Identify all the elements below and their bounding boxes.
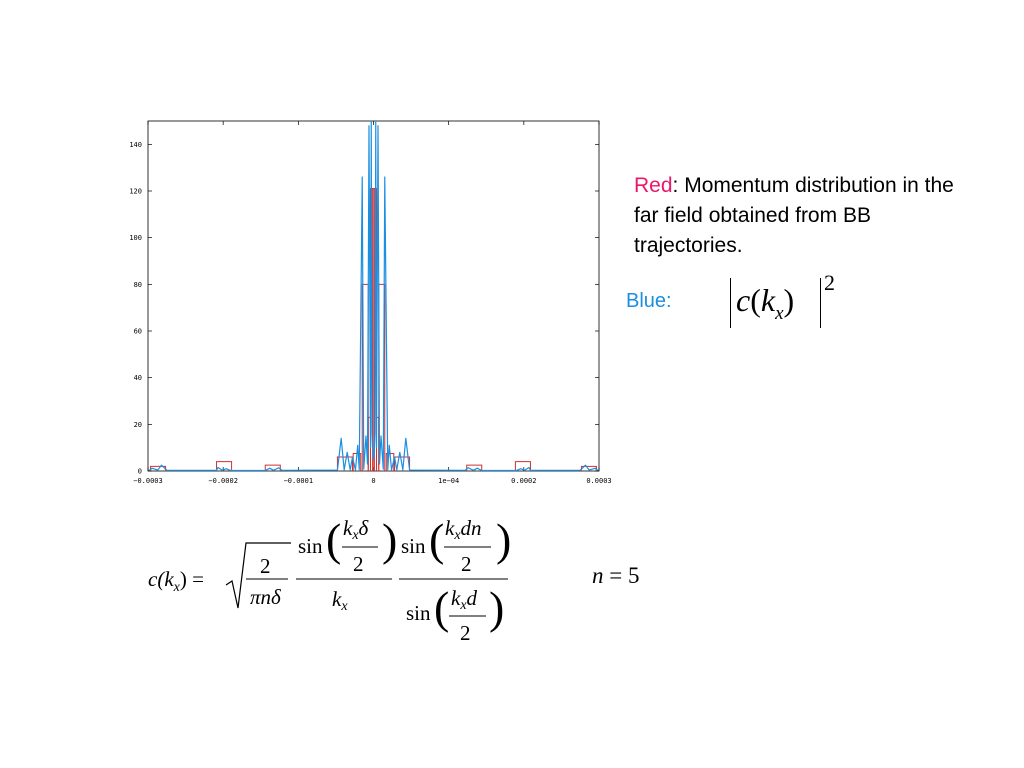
paren-close-1: ) xyxy=(382,514,397,565)
x-tick-label: 0.0002 xyxy=(511,477,536,485)
n-variable: n xyxy=(592,563,604,588)
red-histogram-bar xyxy=(216,461,233,471)
y-tick-label: 40 xyxy=(134,374,142,382)
plot-frame xyxy=(147,120,600,472)
kx-d: kxd xyxy=(451,586,478,613)
sin-3: sin xyxy=(406,601,431,625)
y-tick-label: 120 xyxy=(129,188,142,196)
red-histogram-bar xyxy=(336,456,353,471)
paren-open-2: ( xyxy=(429,514,444,565)
x-tick-label: 0.0003 xyxy=(586,477,611,485)
legend-text: Red: Momentum distribution in the far fi… xyxy=(634,171,974,261)
paren-close-2: ) xyxy=(496,514,511,565)
kx-1: kxδ xyxy=(343,516,370,543)
x-tick-label: 1e−04 xyxy=(438,477,459,485)
red-histogram-bar xyxy=(466,464,483,471)
x-tick-label: −0.0002 xyxy=(208,477,238,485)
sqrt-symbol xyxy=(225,542,291,609)
abs-bar-right xyxy=(820,278,821,328)
abs-expr-body: c(kx) xyxy=(736,282,795,324)
x-tick-label: −0.0003 xyxy=(133,477,163,485)
legend-blue-label: Blue: xyxy=(626,290,672,312)
formula-lhs: c(kx) = xyxy=(148,567,204,595)
x-tick-label: −0.0001 xyxy=(284,477,314,485)
abs-bar-left xyxy=(730,278,731,328)
sin-1: sin xyxy=(298,534,323,558)
kx-denominator: kx xyxy=(332,587,348,614)
y-tick-label: 80 xyxy=(134,281,142,289)
x-axis-ticks: −0.0003 −0.0002 −0.0001 0 1e−04 0.0002 0.0003 xyxy=(133,121,612,485)
paren-open-3: ( xyxy=(434,582,449,633)
legend-red-word: Red xyxy=(634,174,673,197)
y-tick-label: 0 xyxy=(138,468,142,476)
two-1: 2 xyxy=(353,552,364,576)
momentum-distribution-plot: 0 20 40 60 80 100 120 140 −0.0003 −0.0002 −0.0001… xyxy=(129,120,612,485)
abs-expr-power: 2 xyxy=(824,270,835,295)
two-3: 2 xyxy=(460,621,471,645)
x-tick-label: 0 xyxy=(371,477,375,485)
n-equals: = 5 xyxy=(609,563,640,588)
red-histogram-bar xyxy=(264,464,281,471)
formula-c-kx: c(kx) = 2 πnδ sin ( kxδ 2 ) kx sin ( kxd… xyxy=(148,514,511,645)
sqrt-denominator: πnδ xyxy=(250,585,282,609)
red-histogram-bar xyxy=(394,456,411,471)
sin-2: sin xyxy=(401,534,426,558)
sqrt-numerator: 2 xyxy=(260,554,271,578)
kx-dn: kxdn xyxy=(445,516,482,543)
blue-series-curve xyxy=(148,121,599,471)
n-value: n = 5 xyxy=(592,563,639,589)
paren-open-1: ( xyxy=(326,514,341,565)
y-tick-label: 20 xyxy=(134,421,142,429)
y-tick-label: 140 xyxy=(129,141,142,149)
two-2: 2 xyxy=(461,552,472,576)
blue-curve-line xyxy=(148,121,599,471)
red-histogram-bar xyxy=(514,461,531,471)
legend-red-description: : Momentum distribution in the far field… xyxy=(634,174,954,257)
y-tick-label: 60 xyxy=(134,328,142,336)
y-tick-label: 100 xyxy=(129,234,142,242)
y-axis-ticks: 0 20 40 60 80 100 120 140 xyxy=(129,141,599,476)
paren-close-3: ) xyxy=(489,582,504,633)
